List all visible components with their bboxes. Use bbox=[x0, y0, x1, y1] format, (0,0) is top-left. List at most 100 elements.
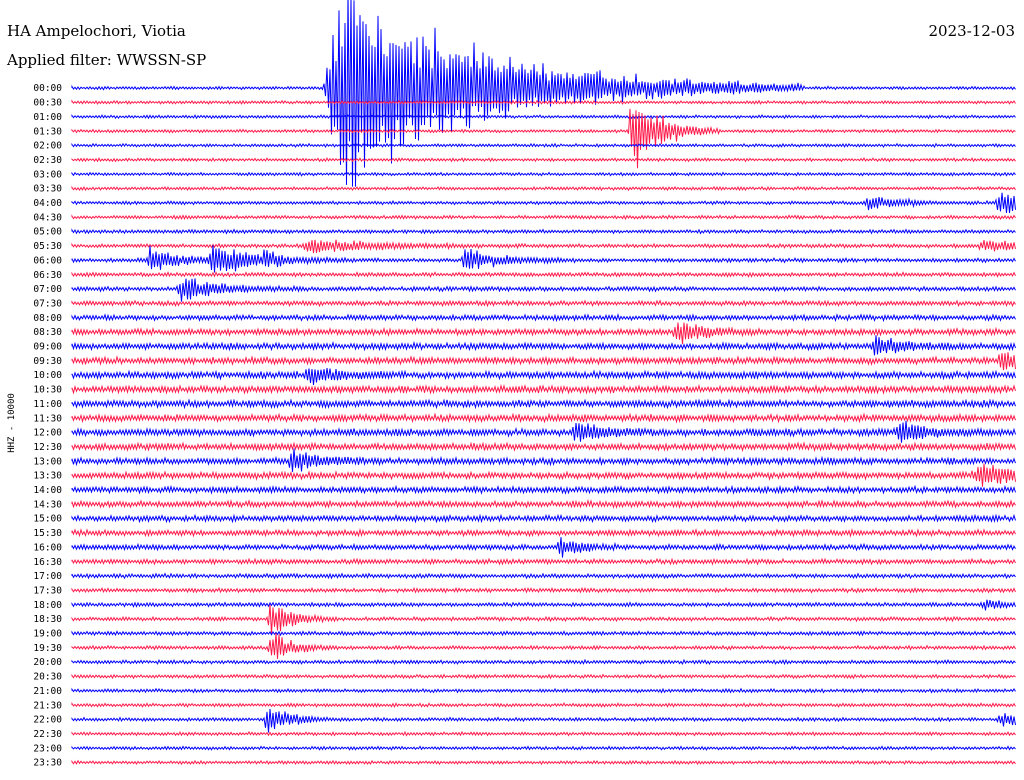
time-tick-label: 14:30 bbox=[33, 499, 62, 510]
time-tick-label: 19:00 bbox=[33, 629, 62, 640]
time-tick-label: 08:30 bbox=[33, 327, 62, 338]
time-tick-label: 05:30 bbox=[33, 241, 62, 252]
seismic-trace bbox=[71, 352, 1016, 371]
time-tick-label: 08:00 bbox=[33, 313, 62, 324]
time-tick-label: 11:00 bbox=[33, 399, 62, 410]
seismic-trace bbox=[71, 673, 1016, 680]
time-tick-label: 04:00 bbox=[33, 198, 62, 209]
time-tick-label: 00:00 bbox=[33, 83, 62, 94]
seismic-trace bbox=[71, 513, 1016, 524]
time-tick-label: 20:30 bbox=[33, 672, 62, 683]
time-tick-label: 17:00 bbox=[33, 571, 62, 582]
seismic-trace bbox=[71, 157, 1016, 163]
time-tick-label: 13:30 bbox=[33, 471, 62, 482]
time-tick-label: 06:00 bbox=[33, 255, 62, 266]
seismic-trace bbox=[71, 368, 1016, 385]
time-tick-label: 23:30 bbox=[33, 758, 62, 769]
seismic-trace bbox=[71, 398, 1016, 410]
seismic-trace bbox=[71, 745, 1016, 751]
time-tick-label: 16:00 bbox=[33, 542, 62, 553]
seismic-trace bbox=[71, 448, 1016, 472]
time-tick-label: 05:00 bbox=[33, 227, 62, 238]
seismic-trace bbox=[71, 383, 1016, 395]
seismic-trace bbox=[71, 108, 1016, 169]
time-tick-label: 09:00 bbox=[33, 342, 62, 353]
time-tick-label: 14:00 bbox=[33, 485, 62, 496]
seismic-trace bbox=[71, 185, 1016, 192]
time-tick-label: 19:30 bbox=[33, 643, 62, 654]
seismic-trace bbox=[71, 463, 1016, 487]
seismic-trace bbox=[71, 312, 1016, 323]
seismic-trace bbox=[71, 658, 1016, 666]
seismic-trace bbox=[71, 0, 1016, 187]
seismic-trace bbox=[71, 441, 1016, 453]
seismic-trace bbox=[71, 528, 1016, 538]
seismic-trace bbox=[71, 245, 1016, 273]
time-tick-label: 13:00 bbox=[33, 456, 62, 467]
seismic-trace bbox=[71, 572, 1016, 580]
seismic-trace bbox=[71, 335, 1016, 356]
seismic-trace bbox=[71, 599, 1016, 611]
time-tick-label: 06:30 bbox=[33, 270, 62, 281]
time-tick-label: 16:30 bbox=[33, 557, 62, 568]
seismic-trace bbox=[71, 412, 1016, 424]
seismic-trace bbox=[71, 278, 1016, 302]
station-title: HA Ampelochori, Viotia bbox=[7, 22, 186, 40]
time-tick-label: 12:00 bbox=[33, 428, 62, 439]
time-tick-label: 01:30 bbox=[33, 126, 62, 137]
time-tick-label: 00:30 bbox=[33, 98, 62, 109]
seismic-trace bbox=[71, 214, 1016, 221]
time-tick-label: 07:30 bbox=[33, 298, 62, 309]
time-tick-label: 15:00 bbox=[33, 514, 62, 525]
seismic-trace bbox=[71, 99, 1016, 105]
filter-line: Applied filter: WWSSN-SP bbox=[7, 51, 206, 69]
time-tick-label: 18:00 bbox=[33, 600, 62, 611]
time-tick-label: 15:30 bbox=[33, 528, 62, 539]
seismic-trace bbox=[71, 192, 1016, 213]
seismic-trace bbox=[71, 730, 1016, 737]
filter-label: Applied filter: bbox=[7, 51, 112, 69]
seismic-trace bbox=[71, 299, 1016, 308]
seismic-trace bbox=[71, 420, 1016, 443]
time-tick-label: 21:00 bbox=[33, 686, 62, 697]
seismic-trace bbox=[71, 114, 1016, 120]
time-tick-label: 04:30 bbox=[33, 212, 62, 223]
time-tick-label: 03:00 bbox=[33, 169, 62, 180]
seismic-trace bbox=[71, 701, 1016, 709]
plot-date: 2023-12-03 bbox=[928, 22, 1015, 40]
seismic-trace bbox=[71, 633, 1016, 659]
seismic-trace bbox=[71, 498, 1016, 510]
time-tick-label: 22:00 bbox=[33, 715, 62, 726]
seismic-trace bbox=[71, 142, 1016, 149]
seismic-trace bbox=[71, 228, 1016, 235]
seismic-trace bbox=[71, 586, 1016, 594]
seismic-trace bbox=[71, 239, 1016, 254]
time-tick-label: 09:30 bbox=[33, 356, 62, 367]
seismic-trace bbox=[71, 604, 1016, 635]
seismic-trace bbox=[71, 484, 1016, 495]
time-tick-label: 10:00 bbox=[33, 370, 62, 381]
seismic-trace bbox=[71, 759, 1016, 766]
seismic-trace bbox=[71, 271, 1016, 278]
time-tick-label: 12:30 bbox=[33, 442, 62, 453]
seismic-trace bbox=[71, 557, 1016, 566]
seismic-trace bbox=[71, 537, 1016, 558]
seismic-trace bbox=[71, 630, 1016, 637]
time-tick-label: 07:00 bbox=[33, 284, 62, 295]
time-tick-label: 18:30 bbox=[33, 614, 62, 625]
time-tick-label: 23:00 bbox=[33, 743, 62, 754]
time-tick-label: 17:30 bbox=[33, 585, 62, 596]
time-tick-label: 11:30 bbox=[33, 413, 62, 424]
time-tick-label: 22:30 bbox=[33, 729, 62, 740]
time-tick-label: 02:00 bbox=[33, 141, 62, 152]
seismic-trace bbox=[71, 171, 1016, 177]
time-tick-label: 02:30 bbox=[33, 155, 62, 166]
filter-name: WWSSN-SP bbox=[116, 51, 207, 69]
seismic-trace bbox=[71, 322, 1016, 345]
time-tick-label: 10:30 bbox=[33, 385, 62, 396]
time-tick-label: 20:00 bbox=[33, 657, 62, 668]
time-tick-label: 01:00 bbox=[33, 112, 62, 123]
time-tick-label: 03:30 bbox=[33, 184, 62, 195]
time-tick-label: 21:30 bbox=[33, 700, 62, 711]
